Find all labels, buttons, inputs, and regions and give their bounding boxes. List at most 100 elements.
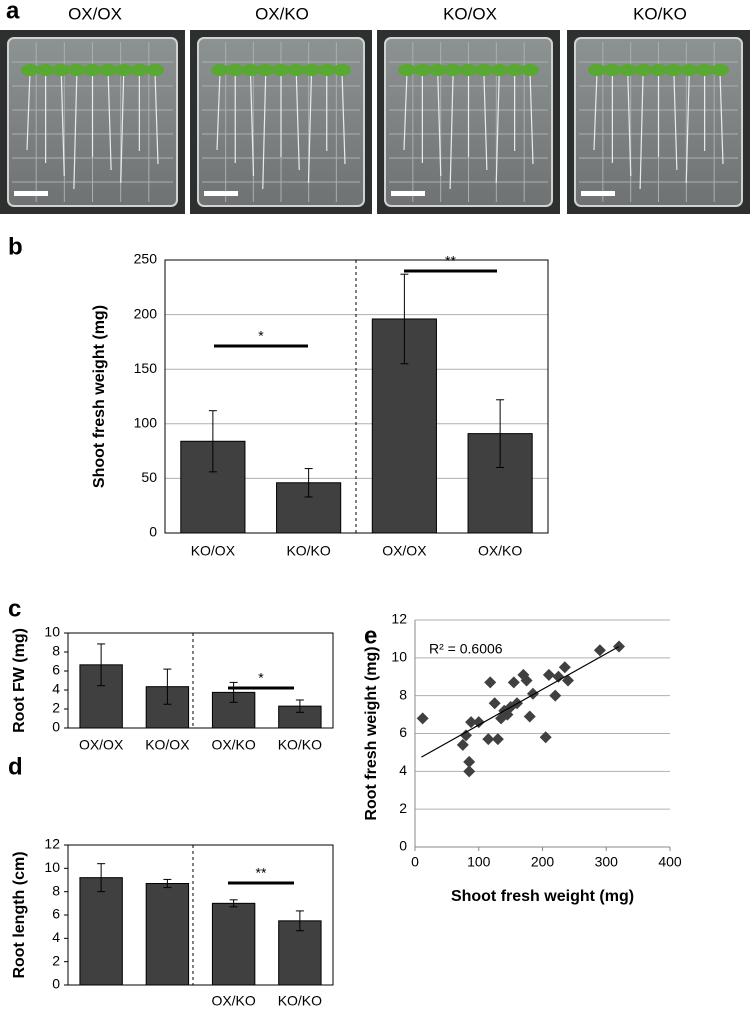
x-tick-label: OX/KO	[211, 993, 255, 1009]
bar	[79, 877, 123, 986]
y-axis-title: Root fresh weight (mg)	[363, 646, 380, 820]
y-tick-label: 10	[44, 859, 60, 875]
root	[26, 71, 31, 151]
seedling	[256, 64, 275, 76]
scatter-point	[552, 670, 565, 683]
scatter-point	[562, 674, 574, 687]
root	[403, 71, 408, 151]
scatter-point	[539, 731, 552, 744]
error-bar	[496, 399, 505, 468]
panel-label: b	[8, 233, 23, 260]
seedling	[36, 64, 55, 76]
panel-label: e	[364, 622, 377, 649]
y-tick-label: 6	[52, 906, 60, 922]
seedling	[226, 64, 245, 76]
error-bar	[208, 410, 217, 473]
x-tick-label: 200	[531, 854, 555, 870]
scatter-point	[526, 687, 539, 700]
seedling	[130, 64, 149, 76]
scatter-point	[456, 738, 469, 751]
y-tick-label: 10	[44, 624, 60, 640]
seedling	[459, 64, 478, 76]
scatter-point	[482, 733, 495, 746]
y-tick-label: 4	[399, 762, 407, 778]
seedling	[333, 64, 351, 76]
x-tick-label: KO/KO	[286, 543, 330, 559]
y-tick-label: 8	[52, 882, 60, 898]
y-tick-label: 0	[52, 719, 60, 735]
root	[216, 71, 221, 151]
seedling	[146, 64, 164, 76]
y-tick-label: 8	[52, 643, 60, 659]
photo-label: OX/KO	[255, 4, 309, 23]
seedling	[99, 64, 118, 76]
scatter-point	[465, 716, 478, 729]
root	[249, 71, 255, 177]
error-bar	[97, 863, 106, 893]
seedling	[83, 64, 102, 76]
seedling	[428, 64, 447, 76]
seedling	[695, 64, 714, 76]
y-axis-title: Root FW (mg)	[11, 628, 28, 733]
y-tick-label: 12	[391, 611, 407, 627]
y-tick-label: 8	[399, 686, 407, 702]
y-tick-label: 100	[134, 415, 158, 431]
r-squared: R² = 0.6006	[429, 641, 503, 657]
scatter-point	[488, 697, 501, 710]
seedling	[52, 64, 71, 76]
x-tick-label: OX/OX	[382, 543, 427, 559]
y-tick-label: 12	[44, 836, 60, 852]
seedling	[490, 64, 509, 76]
x-tick-label: 100	[467, 854, 491, 870]
x-tick-label: OX/KO	[211, 737, 255, 753]
scatter-point	[484, 676, 497, 689]
seedling	[241, 64, 260, 76]
panel-label: d	[8, 753, 23, 780]
seedling	[649, 64, 668, 76]
scatter-point	[542, 668, 555, 681]
seedling	[317, 64, 336, 76]
seedling	[634, 64, 653, 76]
error-bar	[229, 899, 238, 908]
seedling	[67, 64, 86, 76]
photo-label: OX/OX	[68, 4, 122, 23]
scatter-point	[549, 689, 562, 702]
seedling	[287, 64, 306, 76]
seedling	[444, 64, 463, 76]
scatter-point	[523, 710, 536, 723]
root	[719, 71, 724, 165]
photo-panel	[0, 30, 750, 214]
seedling	[618, 64, 637, 76]
y-tick-label: 2	[399, 800, 407, 816]
error-bar	[295, 910, 304, 932]
scatter-point	[463, 755, 476, 768]
y-tick-label: 2	[52, 952, 60, 968]
scatter-point	[416, 712, 429, 725]
seedling	[521, 64, 539, 76]
y-tick-label: 6	[399, 724, 407, 740]
root	[73, 71, 78, 190]
seedling	[21, 64, 39, 76]
y-tick-label: 50	[141, 469, 157, 485]
scatter-point	[558, 661, 571, 674]
x-tick-label: 300	[595, 854, 619, 870]
scatter-point	[463, 765, 476, 778]
x-axis-title: Shoot fresh weight (mg)	[451, 888, 634, 905]
x-tick-label: OX/OX	[79, 737, 124, 753]
root	[449, 71, 454, 190]
scale-bar	[204, 191, 238, 196]
root	[639, 71, 644, 190]
bar	[211, 902, 256, 986]
x-tick-label: OX/KO	[478, 543, 522, 559]
scatter-point	[507, 676, 520, 689]
y-tick-label: 250	[134, 251, 158, 267]
root	[154, 71, 159, 165]
y-tick-label: 6	[52, 662, 60, 678]
plot-frame	[67, 632, 334, 729]
plot-frame	[67, 844, 334, 986]
seedling	[603, 64, 622, 76]
y-tick-label: 0	[399, 838, 407, 854]
significance-label: **	[445, 253, 456, 269]
